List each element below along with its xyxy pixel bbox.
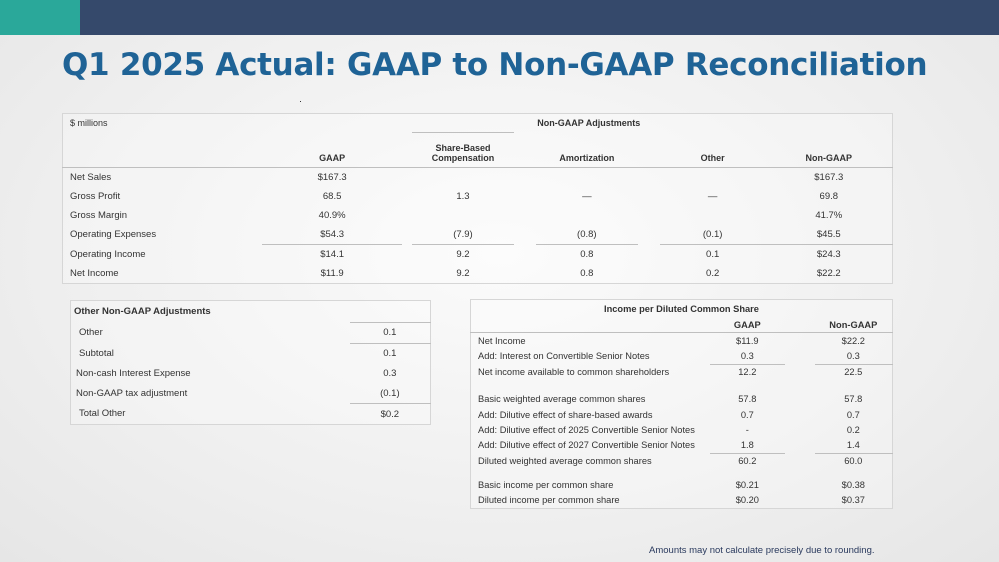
table-row: Gross Margin 40.9% 41.7% (70, 210, 843, 221)
accent-block (0, 0, 80, 35)
spacer-row (471, 469, 893, 478)
table-row: Subtotal 0.1 (79, 347, 397, 360)
table-row: Add: Dilutive effect of 2027 Convertible… (471, 437, 893, 454)
col-gaap: GAAP (709, 317, 785, 334)
stray-mark (300, 101, 301, 102)
col-nongaap: Non-GAAP (765, 132, 893, 168)
table-row: Non-GAAP tax adjustment (0.1) (71, 383, 431, 405)
table-row: Net income available to common sharehold… (478, 366, 863, 378)
table-row: Add: Interest on Convertible Senior Note… (471, 348, 893, 365)
spacer-row (471, 380, 893, 392)
col-other: Other (659, 132, 766, 168)
table-row: Net Sales $167.3 $167.3 (70, 172, 844, 183)
table-row: Add: Dilutive effect of share-based awar… (478, 409, 860, 420)
table-row: Diluted weighted average common shares 6… (478, 455, 863, 467)
col-gaap: GAAP (262, 132, 403, 168)
table-row: Total Other $0.2 (79, 408, 400, 420)
table-row: Net Income $11.9 $22.2 (478, 335, 865, 346)
table-row: Diluted income per common share $0.20 $0… (478, 495, 865, 506)
eps-title: Income per Diluted Common Share (604, 303, 759, 314)
eps-table: Income per Diluted Common Share GAAP Non… (470, 299, 893, 510)
column-header-row: GAAP Non-GAAP (470, 317, 893, 334)
table-row: Non-cash Interest Expense 0.3 (76, 367, 397, 379)
other-adjustments-title: Other Non-GAAP Adjustments (74, 306, 211, 318)
column-header-row: GAAP Share-Based Compensation Amortizati… (62, 132, 893, 168)
page-title: Q1 2025 Actual: GAAP to Non-GAAP Reconci… (62, 47, 928, 83)
table-row: Add: Dilutive effect of 2025 Convertible… (478, 424, 860, 435)
group-header: Non-GAAP Adjustments (537, 118, 641, 128)
table-header-row: Income per Diluted Common Share (471, 300, 893, 318)
table-row: Operating Income $14.1 9.2 0.8 0.1 $24.3 (70, 248, 841, 260)
table-row: Basic income per common share $0.21 $0.3… (478, 480, 865, 491)
footnote: Amounts may not calculate precisely due … (649, 545, 875, 556)
col-nongaap: Non-GAAP (814, 317, 893, 334)
table-header-row: Other Non-GAAP Adjustments (71, 300, 431, 323)
table-row: Operating Expenses $54.3 (7.9) (0.8) (0.… (63, 225, 893, 245)
other-adjustments-table: Other Non-GAAP Adjustments Other 0.1 Sub… (70, 300, 431, 425)
table-header-row: $ millions Non-GAAP Adjustments (63, 114, 893, 133)
col-sbc: Share-Based Compensation (412, 132, 514, 168)
reconciliation-table: $ millions Non-GAAP Adjustments GAAP Sha… (62, 113, 893, 284)
table-row: Gross Profit 68.5 1.3 — — 69.8 (70, 191, 839, 202)
col-amortization: Amortization (535, 132, 638, 168)
table-row: Net Income $11.9 9.2 0.8 0.2 $22.2 (70, 268, 841, 279)
table-row: Other 0.1 (71, 322, 431, 344)
table-row: Basic weighted average common shares 57.… (478, 394, 863, 405)
top-banner (0, 0, 999, 35)
unit-label: $ millions (70, 118, 108, 129)
